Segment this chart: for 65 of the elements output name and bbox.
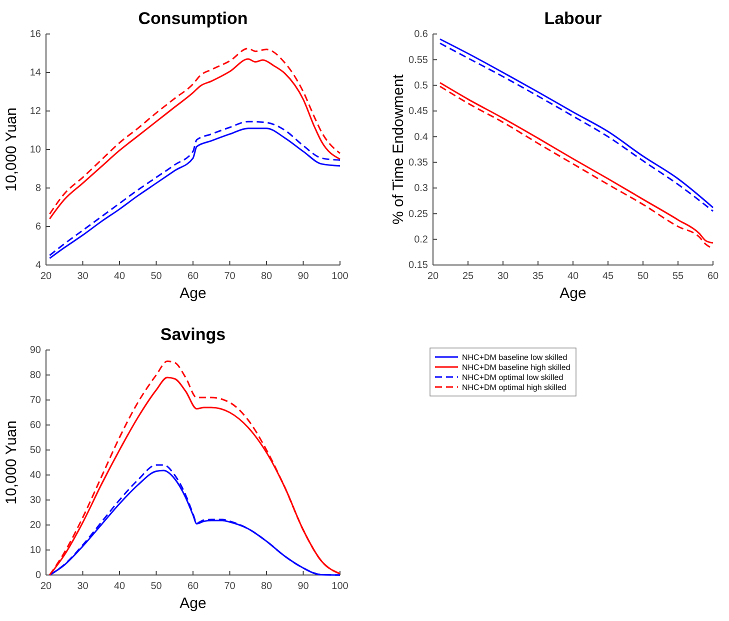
x-tick-label: 30 <box>497 271 509 282</box>
y-tick-label: 0.5 <box>414 80 428 92</box>
x-tick-label: 50 <box>150 271 162 282</box>
x-tick-label: 50 <box>150 581 162 592</box>
y-tick-label: 90 <box>30 345 42 356</box>
legend-label: NHC+DM baseline high skilled <box>462 363 570 372</box>
x-tick-label: 100 <box>332 271 349 282</box>
x-axis-title: Age <box>560 285 586 302</box>
y-axis-title: % of Time Endowment <box>390 74 407 225</box>
y-tick-label: 0.6 <box>414 29 428 40</box>
x-tick-label: 60 <box>707 271 719 282</box>
x-tick-label: 90 <box>298 581 310 592</box>
y-tick-label: 8 <box>35 183 42 194</box>
x-tick-label: 35 <box>532 271 544 282</box>
legend-label: NHC+DM optimal high skilled <box>462 383 566 392</box>
x-tick-label: 100 <box>332 581 349 592</box>
y-tick-label: 20 <box>30 520 42 532</box>
y-tick-label: 12 <box>30 106 42 118</box>
chart-title: Consumption <box>138 9 248 28</box>
x-axis-title: Age <box>180 285 206 302</box>
chart-title: Labour <box>544 9 602 28</box>
y-tick-label: 0.3 <box>414 183 428 194</box>
y-tick-label: 70 <box>30 395 42 406</box>
y-tick-label: 4 <box>35 260 42 272</box>
x-tick-label: 60 <box>187 271 199 282</box>
legend-label: NHC+DM optimal low skilled <box>462 373 564 382</box>
y-tick-label: 40 <box>30 470 42 482</box>
chart-title: Savings <box>160 325 226 344</box>
legend-label: NHC+DM baseline low skilled <box>462 353 568 362</box>
x-tick-label: 40 <box>567 271 579 282</box>
y-tick-label: 0.35 <box>408 158 428 169</box>
x-tick-label: 60 <box>187 581 199 592</box>
y-tick-label: 14 <box>30 68 42 79</box>
y-tick-label: 30 <box>30 495 42 506</box>
x-tick-label: 90 <box>298 271 310 282</box>
y-tick-label: 0.25 <box>408 208 428 220</box>
x-tick-label: 20 <box>427 271 439 282</box>
x-tick-label: 30 <box>77 581 89 592</box>
x-tick-label: 70 <box>224 271 236 282</box>
y-tick-label: 0.55 <box>408 54 428 66</box>
y-tick-label: 0.2 <box>414 234 428 246</box>
y-tick-label: 0.15 <box>408 260 428 272</box>
x-axis-title: Age <box>180 595 206 612</box>
y-tick-label: 10 <box>30 144 42 156</box>
x-tick-label: 50 <box>637 271 649 282</box>
x-tick-label: 80 <box>260 271 272 282</box>
x-tick-label: 80 <box>260 581 272 592</box>
x-tick-label: 55 <box>672 271 684 282</box>
y-tick-label: 0 <box>35 570 42 582</box>
y-tick-label: 6 <box>35 222 42 233</box>
x-tick-label: 25 <box>462 271 474 282</box>
y-tick-label: 0.45 <box>408 106 428 118</box>
y-tick-label: 60 <box>30 420 42 432</box>
x-tick-label: 45 <box>602 271 614 282</box>
y-tick-label: 10 <box>30 545 42 556</box>
y-tick-label: 0.4 <box>414 132 428 143</box>
x-tick-label: 30 <box>77 271 89 282</box>
x-tick-label: 70 <box>224 581 236 592</box>
y-axis-title: 10,000 Yuan <box>3 420 20 504</box>
y-tick-label: 80 <box>30 370 42 382</box>
x-tick-label: 40 <box>114 271 126 282</box>
y-axis-title: 10,000 Yuan <box>3 108 20 192</box>
y-tick-label: 16 <box>30 29 42 40</box>
x-tick-label: 40 <box>114 581 126 592</box>
y-tick-label: 50 <box>30 445 42 456</box>
